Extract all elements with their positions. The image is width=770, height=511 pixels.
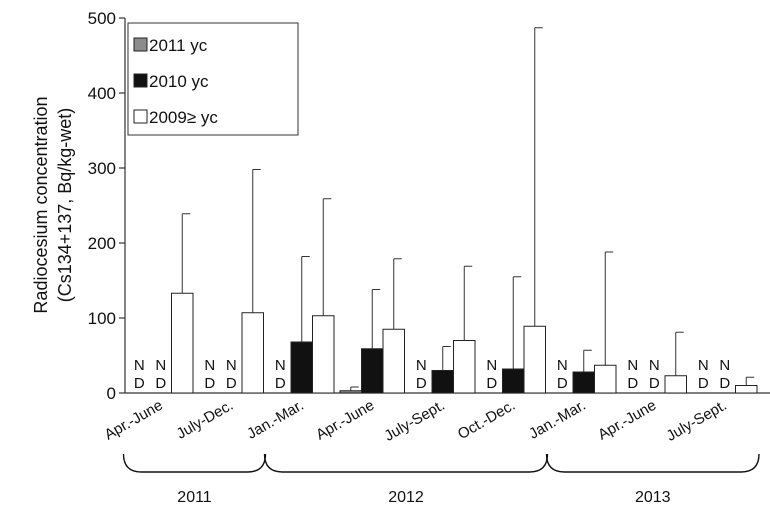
nd-label: N bbox=[649, 357, 660, 374]
nd-label: D bbox=[557, 375, 568, 392]
bar bbox=[339, 390, 362, 394]
bar bbox=[502, 368, 525, 394]
nd-label: D bbox=[275, 375, 286, 392]
nd-label: N bbox=[486, 357, 497, 374]
year-label: 2013 bbox=[635, 489, 671, 506]
bar bbox=[361, 348, 384, 394]
y-axis-title: Radiocesium concentration (Cs134+137, Bq… bbox=[31, 96, 75, 313]
nd-label: N bbox=[627, 357, 638, 374]
y-axis-title-line2: (Cs134+137, Bq/kg-wet) bbox=[55, 108, 75, 303]
year-label: 2012 bbox=[388, 489, 424, 506]
nd-label: N bbox=[719, 357, 730, 374]
nd-label: N bbox=[557, 357, 568, 374]
y-tick-label: 200 bbox=[88, 234, 116, 253]
nd-label: N bbox=[226, 357, 237, 374]
y-axis-title-line1: Radiocesium concentration bbox=[31, 96, 51, 313]
nd-label: N bbox=[155, 357, 166, 374]
y-tick-label: 300 bbox=[88, 159, 116, 178]
y-tick-label: 100 bbox=[88, 309, 116, 328]
legend-box bbox=[127, 22, 299, 136]
bar bbox=[523, 325, 546, 394]
bar bbox=[594, 364, 617, 394]
nd-label: D bbox=[155, 375, 166, 392]
x-tick-label: Oct.-Dec. bbox=[455, 397, 518, 443]
y-tick-label: 500 bbox=[88, 9, 116, 28]
nd-label: D bbox=[134, 375, 145, 392]
bar bbox=[382, 328, 405, 394]
x-tick-label: Apr.-June bbox=[102, 397, 166, 444]
nd-label: D bbox=[416, 375, 427, 392]
bar bbox=[290, 341, 313, 394]
nd-label: N bbox=[134, 357, 145, 374]
bar bbox=[241, 312, 264, 394]
legend-label: 2010 yc bbox=[149, 72, 209, 91]
nd-label: N bbox=[204, 357, 215, 374]
nd-label: D bbox=[649, 375, 660, 392]
nd-label: D bbox=[204, 375, 215, 392]
year-label: 2011 bbox=[177, 489, 212, 506]
nd-label: D bbox=[226, 375, 237, 392]
x-tick-label: Apr.-June bbox=[595, 397, 659, 444]
year-bracket bbox=[545, 453, 760, 473]
legend-label: 2009≥ yc bbox=[149, 108, 218, 127]
nd-label: D bbox=[698, 375, 709, 392]
bar bbox=[735, 385, 758, 394]
legend-swatch bbox=[133, 109, 148, 124]
y-tick-label: 400 bbox=[88, 84, 116, 103]
year-brackets: 2011 2012 2013 bbox=[122, 453, 760, 506]
nd-label: D bbox=[627, 375, 638, 392]
x-tick-label: July-Sept. bbox=[381, 397, 447, 445]
y-ticks: 0 100 200 300 400 500 bbox=[88, 9, 125, 403]
x-tick-label: Jan.-Mar. bbox=[244, 397, 307, 443]
legend-swatch bbox=[133, 73, 148, 88]
bar bbox=[312, 315, 335, 394]
nd-label: D bbox=[719, 375, 730, 392]
x-tick-label: Apr.-June bbox=[313, 397, 377, 444]
legend: 2011 yc 2010 yc 2009≥ yc bbox=[127, 22, 299, 136]
nd-label: N bbox=[416, 357, 427, 374]
nd-label: N bbox=[275, 357, 286, 374]
bar bbox=[431, 370, 454, 394]
bar bbox=[572, 371, 595, 394]
bar bbox=[171, 292, 194, 394]
bar bbox=[664, 375, 687, 394]
x-tick-label: Jan.-Mar. bbox=[526, 397, 589, 443]
x-tick-labels: Apr.-June July-Dec. Jan.-Mar. Apr.-June July… bbox=[102, 397, 730, 445]
y-tick-label: 0 bbox=[107, 384, 116, 403]
year-bracket bbox=[122, 453, 267, 473]
legend-swatch bbox=[133, 37, 148, 52]
x-tick-label: July-Sept. bbox=[663, 397, 729, 445]
bar bbox=[453, 340, 476, 394]
nd-label: D bbox=[486, 375, 497, 392]
x-tick-label: July-Dec. bbox=[174, 397, 237, 443]
legend-label: 2011 yc bbox=[149, 36, 208, 55]
nd-label: N bbox=[698, 357, 709, 374]
year-bracket bbox=[263, 453, 549, 473]
